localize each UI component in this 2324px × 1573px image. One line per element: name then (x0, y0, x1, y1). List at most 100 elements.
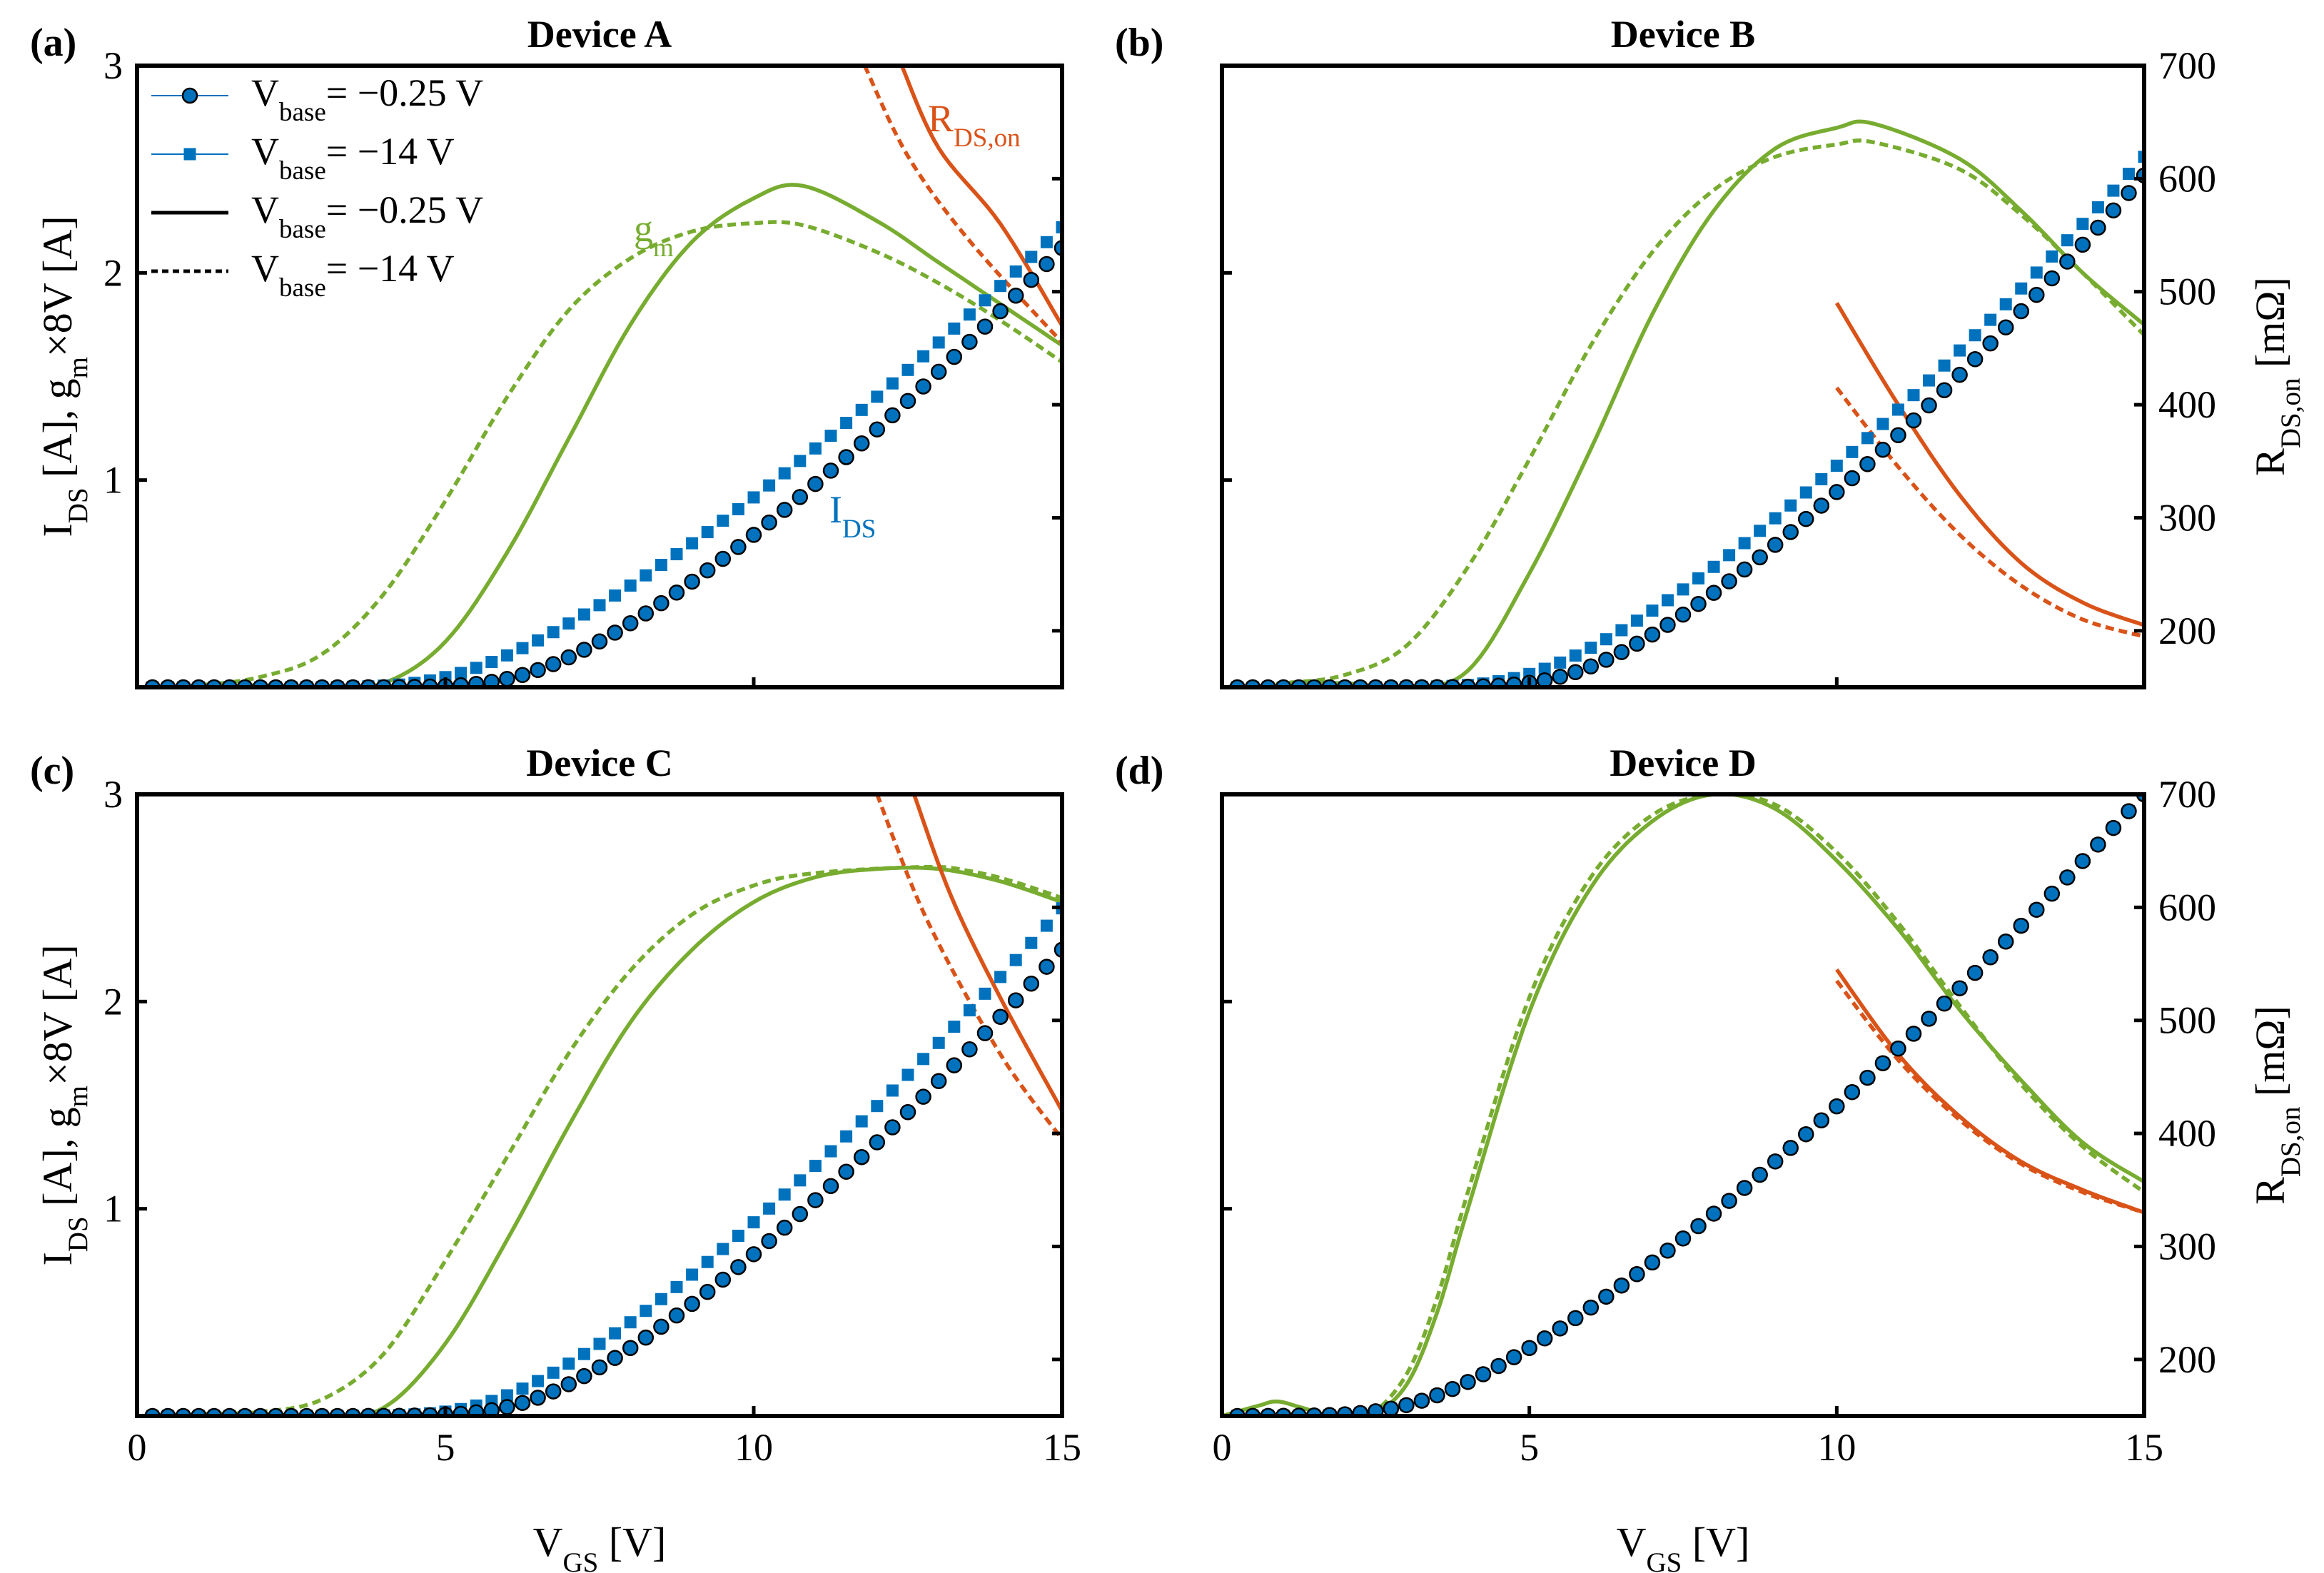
ids-square-point (1923, 374, 1936, 387)
ids-square-point (2030, 266, 2043, 279)
ids-square-point (1538, 662, 1551, 675)
y-right-tick-label: 700 (2158, 773, 2216, 816)
ids-circle-point (1844, 470, 1861, 487)
ids-markers-square (146, 902, 1062, 1416)
ids-circle-point (976, 1025, 994, 1041)
y-right-tick-label: 300 (2158, 496, 2216, 539)
ids-circle-point (2043, 885, 2061, 902)
ids-square-point (824, 430, 837, 442)
plot-area (1222, 793, 2144, 1416)
y-right-tick-label: 600 (2158, 157, 2216, 200)
ids-circle-point (714, 550, 732, 567)
ids-circle-point (776, 502, 793, 518)
ids-circle-point (1490, 1357, 1507, 1375)
ids-square-point (948, 1021, 961, 1033)
gm-curve-dashed (137, 864, 1062, 1416)
ids-square-point (1615, 624, 1628, 637)
gm-curve-solid (137, 865, 1062, 1416)
x-axis-title: VGS [V] (533, 1519, 667, 1573)
ids-square-point (485, 656, 498, 669)
y-right-tick-label: 200 (2158, 1338, 2216, 1381)
ids-circle-point (1644, 626, 1661, 643)
ids-square-point (979, 294, 991, 307)
rds-curve-dashed (875, 794, 1062, 1140)
ids-square-point (809, 442, 822, 455)
ids-circle-point (838, 1163, 854, 1180)
ids-square-point (979, 987, 991, 1000)
ids-circle-point (576, 642, 592, 658)
ids-circle-point (807, 475, 824, 492)
ids-square-point (470, 662, 483, 674)
ids-square-point (2046, 250, 2058, 263)
ids-circle-point (1659, 617, 1676, 633)
rds-curve-solid (899, 64, 1062, 327)
ids-circle-point (946, 1057, 963, 1073)
ids-square-point (1040, 919, 1053, 932)
rds-series-label: RDS,on (928, 97, 1021, 153)
gm-curve-dashed (1222, 138, 2144, 687)
ids-circle-point (1567, 664, 1584, 681)
ids-circle-point (1736, 561, 1753, 578)
ids-circle-point (668, 585, 685, 601)
ids-circle-point (1951, 366, 1968, 383)
y-right-tick-label: 500 (2158, 999, 2216, 1042)
ids-circle-point (453, 1405, 469, 1416)
ids-circle-point (1629, 635, 1645, 652)
x-tick-label: 15 (2125, 1426, 2163, 1469)
ids-circle-point (1705, 585, 1722, 601)
ids-circle-point (2074, 236, 2091, 253)
ids-circle-point (1613, 644, 1630, 660)
panel-letter: (b) (1115, 21, 1163, 65)
ids-square-point (901, 1068, 914, 1081)
ids-square-point (901, 363, 914, 376)
gm-series-label: gm (634, 207, 674, 263)
ids-circle-point (1444, 1380, 1461, 1397)
ids-circle-point (1383, 1400, 1400, 1416)
ids-circle-point (1598, 1288, 1615, 1305)
ids-square-point (593, 599, 606, 612)
ids-circle-point (1859, 1069, 1876, 1086)
x-tick-label: 0 (1213, 1426, 1232, 1469)
y-left-axis-title: IDS [A], gm×8V [A] (34, 944, 94, 1265)
legend-sample-square (183, 148, 196, 161)
ids-square-point (917, 350, 930, 363)
ids-circle-point (2029, 286, 2045, 303)
ids-circle-point (2029, 901, 2045, 918)
ids-circle-point (730, 1259, 747, 1275)
ids-circle-point (1767, 1153, 1784, 1170)
ids-circle-point (545, 1383, 562, 1400)
x-tick-label: 10 (1817, 1426, 1856, 1469)
ids-circle-point (499, 670, 515, 687)
ids-square-point (516, 642, 529, 654)
ids-circle-point (1966, 351, 1984, 368)
ids-circle-point (745, 527, 762, 543)
ids-circle-point (1582, 658, 1600, 675)
ids-circle-point (1659, 1243, 1676, 1259)
ids-circle-point (1536, 672, 1553, 687)
ids-circle-point (1829, 484, 1845, 500)
ids-square-point (547, 626, 560, 639)
ids-circle-point (992, 1008, 1009, 1025)
ids-square-point (732, 502, 744, 515)
axes-box (1220, 792, 2146, 1418)
ids-circle-point (961, 1041, 978, 1058)
y-left-tick-label: 1 (103, 459, 123, 502)
ids-circle-point (1966, 964, 1984, 981)
ids-square-point (516, 1382, 529, 1395)
gm-curve-solid (1222, 119, 2144, 687)
ids-square-point (1861, 432, 1874, 445)
ids-square-point (1025, 936, 1038, 949)
ids-square-point (809, 1160, 822, 1173)
ids-circle-point (2121, 185, 2137, 201)
ids-circle-point (2105, 202, 2122, 219)
y-left-tick-label: 1 (103, 1188, 123, 1230)
ids-square-point (1969, 329, 1981, 342)
ids-circle-point (869, 1134, 886, 1150)
x-tick-label: 5 (436, 1426, 455, 1469)
ids-square-point (778, 467, 791, 480)
ids-square-point (1876, 418, 1889, 430)
ids-square-point (2091, 201, 2104, 214)
ids-square-point (1723, 549, 1736, 562)
